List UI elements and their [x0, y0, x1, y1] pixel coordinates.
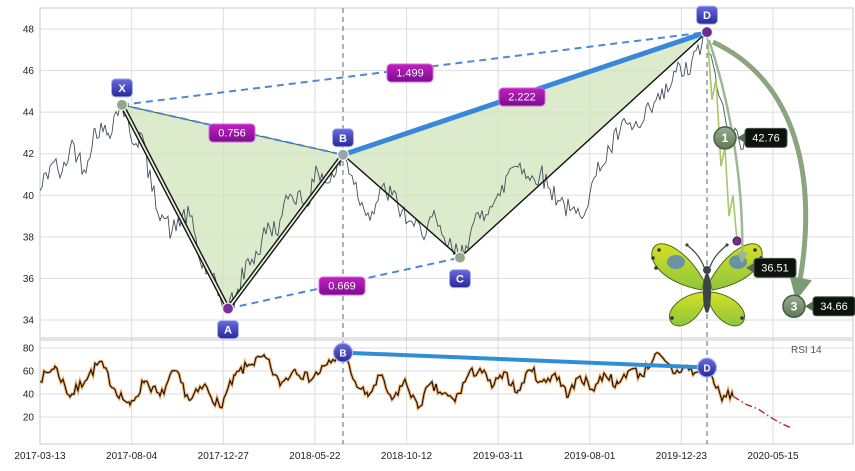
- price-axis-label: 36: [23, 274, 35, 285]
- price-axis-label: 40: [23, 191, 35, 202]
- rsi-axis-label: 40: [23, 390, 35, 401]
- x-axis-label: 2020-05-15: [747, 451, 799, 462]
- pattern-leg-BC: [342, 154, 461, 259]
- price-axis-label: 44: [23, 108, 35, 119]
- target-arrow-inner: [707, 39, 749, 264]
- price-line-series: [39, 29, 746, 313]
- pattern-leg-CD: [459, 31, 708, 259]
- pattern-label-text: X: [118, 83, 126, 95]
- target-price-value: 34.66: [820, 301, 848, 313]
- rsi-point-D[interactable]: [696, 357, 718, 378]
- target-arrow-outer: [711, 39, 812, 301]
- target-price-box: [744, 127, 788, 148]
- rsi-point-B[interactable]: [332, 342, 354, 363]
- target-callout-pointer: [746, 262, 754, 273]
- ratio-label-value: 0.756: [218, 128, 246, 140]
- target-price-box: [812, 296, 855, 317]
- rsi-panel-border: [39, 339, 854, 445]
- pattern-label-A[interactable]: [217, 320, 239, 340]
- pattern-point-X[interactable]: [115, 98, 129, 111]
- price-axis-label: 48: [23, 25, 35, 36]
- pattern-label-D[interactable]: [696, 5, 718, 25]
- ratio-label-value: 1.499: [396, 68, 424, 80]
- ratio-label-value: 0.669: [328, 281, 356, 293]
- ratio-label-box: [318, 276, 366, 296]
- projection-point-marker[interactable]: [732, 236, 742, 246]
- ratio-label-box: [386, 63, 434, 83]
- pattern-point-B[interactable]: [336, 148, 350, 161]
- rsi-point-label: D: [703, 363, 710, 374]
- rsi-axis-label: 80: [23, 344, 35, 355]
- x-axis-label: 2019-12-23: [656, 451, 708, 462]
- pattern-point-D[interactable]: [700, 26, 714, 39]
- retracement-line-AC[interactable]: [227, 256, 461, 310]
- pattern-label-text: B: [339, 133, 347, 145]
- price-projection-line: [706, 32, 738, 242]
- target-price-value: 42.76: [752, 132, 780, 144]
- rsi-line-series: [39, 351, 734, 410]
- target-badge-1[interactable]: [713, 126, 737, 150]
- x-axis-label: 2019-03-11: [473, 451, 524, 462]
- price-axis-label: 34: [23, 316, 35, 327]
- target-callout-pointer: [737, 132, 745, 143]
- x-axis-label: 2017-03-13: [14, 451, 66, 462]
- target-badge-number: 3: [791, 299, 798, 313]
- pattern-leg-AB: [227, 154, 344, 310]
- x-axis-label: 2019-08-01: [564, 451, 616, 462]
- target-price-box: [753, 257, 797, 278]
- pattern-label-text: D: [703, 10, 711, 22]
- x-axis-label: 2017-12-27: [198, 451, 250, 462]
- x-axis-label: 2018-10-12: [381, 451, 433, 462]
- pattern-point-C[interactable]: [453, 251, 467, 264]
- pattern-label-B[interactable]: [332, 128, 354, 148]
- x-axis-label: 2017-08-04: [106, 451, 158, 462]
- ratio-label-box: [208, 123, 256, 143]
- rsi-axis-label: 60: [23, 367, 35, 378]
- rsi-projection-line: [732, 395, 791, 429]
- price-axis-label: 46: [23, 66, 35, 77]
- x-axis-label: 2018-05-22: [289, 451, 341, 462]
- pattern-label-text: A: [224, 325, 232, 337]
- target-badge-number: 1: [722, 131, 729, 145]
- target-price-value: 36.51: [761, 262, 789, 274]
- pattern-leg-XA: [121, 104, 229, 309]
- price-axis-label: 42: [23, 149, 35, 160]
- ratio-label-value: 2.222: [508, 92, 536, 104]
- rsi-point-label: B: [339, 348, 346, 359]
- pattern-label-C[interactable]: [449, 269, 471, 289]
- price-axis-label: 38: [23, 232, 35, 243]
- pattern-label-X[interactable]: [111, 78, 133, 98]
- price-panel-border: [39, 7, 854, 339]
- butterfly-graphic: [651, 243, 763, 327]
- rsi-axis-label: 20: [23, 413, 35, 424]
- target-callout-pointer: [805, 301, 813, 312]
- pattern-label-text: C: [456, 274, 464, 286]
- rsi-divergence-line[interactable]: [341, 350, 709, 370]
- rsi-indicator-label: RSI 14: [791, 345, 822, 356]
- ratio-label-box: [498, 87, 546, 107]
- pattern-point-A[interactable]: [221, 302, 235, 315]
